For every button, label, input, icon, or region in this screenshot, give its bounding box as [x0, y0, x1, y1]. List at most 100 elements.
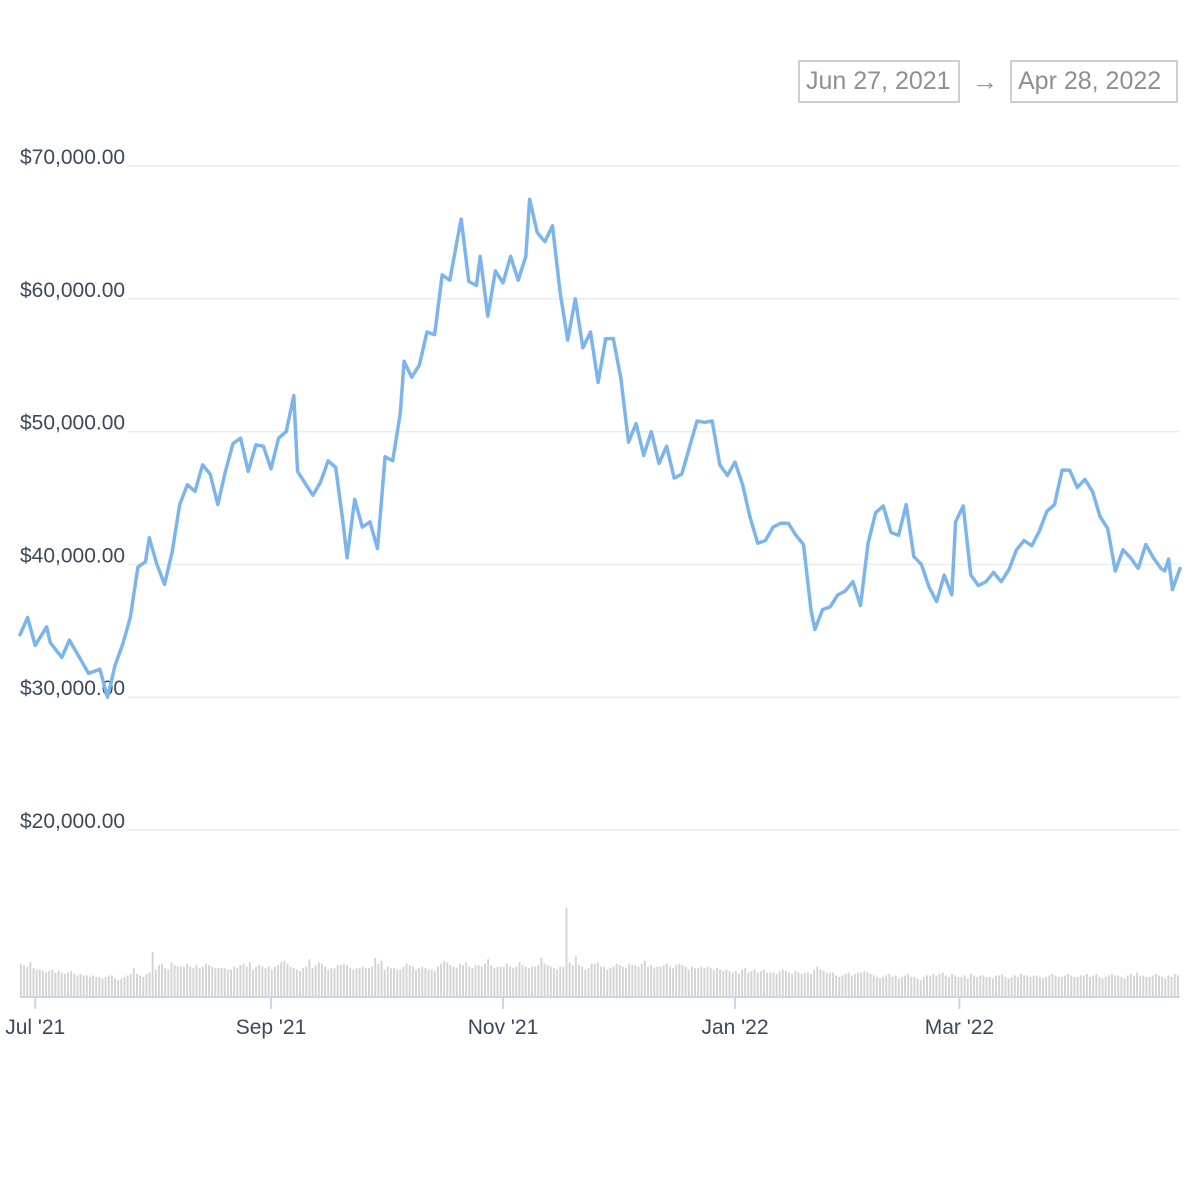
volume-bar — [393, 968, 396, 996]
volume-bar — [110, 975, 113, 996]
volume-bar — [549, 966, 552, 996]
volume-bar — [744, 968, 747, 996]
volume-bar — [295, 969, 298, 996]
volume-bar — [223, 968, 226, 996]
volume-bar — [60, 972, 63, 996]
volume-bar — [518, 962, 521, 996]
volume-bar — [320, 963, 323, 996]
volume-bar — [248, 962, 251, 996]
volume-bar — [487, 959, 490, 996]
volume-bar — [458, 963, 461, 996]
volume-bar — [302, 968, 305, 996]
end-date-input[interactable] — [1010, 60, 1178, 103]
volume-bar — [700, 966, 703, 996]
volume-bar — [1073, 976, 1076, 996]
volume-bar — [621, 966, 624, 996]
volume-bar — [1092, 975, 1095, 996]
volume-bar — [559, 966, 562, 996]
volume-bar — [336, 965, 339, 996]
volume-bar — [1007, 978, 1010, 996]
volume-bar — [791, 974, 794, 996]
volume-bar — [201, 966, 204, 996]
volume-bar — [662, 965, 665, 996]
volume-bar — [192, 968, 195, 996]
volume-bar — [107, 975, 110, 996]
volume-bar — [712, 969, 715, 996]
volume-bar — [1148, 976, 1151, 996]
volume-bar — [98, 976, 101, 996]
x-axis-labels: Jul '21 Sep '21 Nov '21 Jan '22 Mar '22 — [5, 1016, 994, 1039]
volume-bar — [455, 968, 458, 996]
volume-bar — [377, 963, 380, 996]
volume-bar — [581, 966, 584, 996]
volume-bar — [969, 974, 972, 996]
volume-bar — [277, 965, 280, 996]
volume-bar — [631, 965, 634, 996]
volume-bar — [716, 968, 718, 996]
volume-bar — [766, 972, 769, 996]
volume-bar — [634, 965, 637, 996]
volume-bar — [368, 968, 370, 996]
volume-bar — [236, 968, 239, 996]
volume-bar — [979, 975, 982, 996]
volume-bar — [258, 965, 261, 996]
volume-bar — [838, 976, 841, 996]
volume-bar — [1045, 976, 1048, 996]
volume-bar — [1129, 974, 1132, 996]
volume-bar — [800, 974, 803, 996]
volume-bar — [38, 969, 41, 996]
volume-bar — [327, 969, 330, 996]
volume-bar — [697, 968, 700, 996]
volume-bar — [888, 974, 891, 996]
volume-bar — [1145, 976, 1148, 996]
volume-bar — [781, 969, 784, 996]
volume-bar — [1101, 978, 1104, 996]
volume-bar — [941, 972, 944, 996]
volume-bar — [204, 963, 207, 996]
volume-bar — [490, 965, 493, 996]
volume-bar — [70, 971, 73, 996]
volume-bar — [816, 966, 819, 996]
volume-bar — [628, 963, 631, 996]
volume-bar — [788, 972, 791, 996]
volume-bar — [289, 966, 292, 996]
volume-bar — [51, 969, 54, 996]
volume-bar — [1038, 976, 1041, 996]
volume-bar — [571, 965, 574, 996]
volume-bar — [875, 976, 878, 996]
volume-bar — [186, 963, 189, 996]
volume-bar — [741, 969, 744, 996]
volume-bar — [211, 966, 214, 996]
volume-bar — [1026, 975, 1029, 996]
volume-bar — [509, 966, 512, 996]
volume-bar — [355, 968, 358, 996]
volume-bar — [985, 976, 988, 996]
volume-bar — [540, 957, 543, 996]
volume-bar — [919, 979, 922, 996]
volume-bar — [951, 974, 954, 996]
volume-bar — [825, 972, 828, 996]
volume-bar — [170, 962, 173, 996]
volume-bar — [684, 966, 687, 996]
volume-bar — [637, 966, 640, 996]
volume-bar — [73, 974, 76, 996]
volume-bar — [643, 960, 646, 996]
volume-bar — [41, 971, 44, 996]
volume-bar — [374, 957, 377, 996]
volume-bar — [606, 969, 609, 996]
volume-bar — [132, 968, 135, 996]
volume-bar — [305, 966, 308, 996]
start-date-input[interactable] — [798, 60, 960, 103]
volume-bar — [995, 975, 997, 996]
volume-bar — [926, 975, 928, 996]
volume-bar — [1001, 974, 1004, 996]
volume-bar — [436, 966, 439, 996]
volume-bar — [982, 975, 985, 996]
volume-bar — [1089, 976, 1092, 996]
volume-bar — [1173, 974, 1176, 996]
volume-bar — [471, 968, 474, 996]
volume-bar — [853, 974, 856, 996]
volume-bar — [1064, 975, 1066, 996]
volume-bar — [706, 966, 709, 996]
